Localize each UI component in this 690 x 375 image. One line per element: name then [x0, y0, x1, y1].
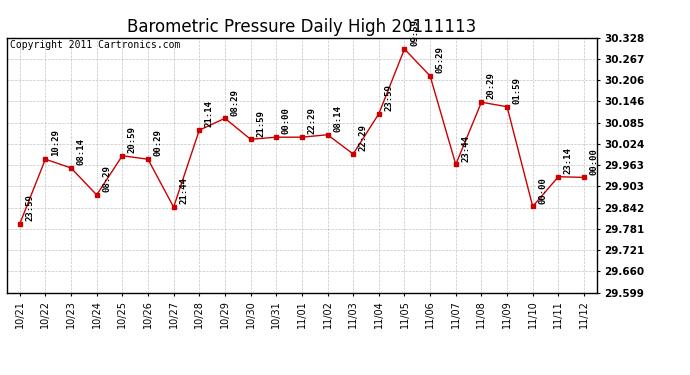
Text: Copyright 2011 Cartronics.com: Copyright 2011 Cartronics.com	[10, 40, 180, 50]
Text: 23:14: 23:14	[564, 147, 573, 174]
Text: 22:29: 22:29	[359, 124, 368, 151]
Text: 00:00: 00:00	[538, 177, 547, 204]
Text: 00:29: 00:29	[154, 130, 163, 156]
Text: 23:59: 23:59	[26, 194, 34, 221]
Text: 08:14: 08:14	[333, 105, 342, 132]
Text: 08:29: 08:29	[230, 88, 239, 116]
Text: 20:29: 20:29	[487, 72, 496, 99]
Text: 22:29: 22:29	[308, 108, 317, 134]
Text: 00:00: 00:00	[589, 148, 599, 175]
Title: Barometric Pressure Daily High 20111113: Barometric Pressure Daily High 20111113	[127, 18, 477, 36]
Text: 21:59: 21:59	[256, 110, 265, 136]
Text: 23:44: 23:44	[462, 135, 471, 162]
Text: 08:14: 08:14	[77, 138, 86, 165]
Text: 05:29: 05:29	[435, 46, 444, 73]
Text: 23:59: 23:59	[384, 84, 393, 111]
Text: 00:00: 00:00	[282, 108, 290, 134]
Text: 08:29: 08:29	[102, 165, 111, 192]
Text: 01:59: 01:59	[513, 77, 522, 104]
Text: 21:14: 21:14	[205, 100, 214, 128]
Text: 09:59: 09:59	[410, 20, 419, 46]
Text: 21:44: 21:44	[179, 177, 188, 204]
Text: 20:59: 20:59	[128, 126, 137, 153]
Text: 10:29: 10:29	[51, 130, 60, 156]
